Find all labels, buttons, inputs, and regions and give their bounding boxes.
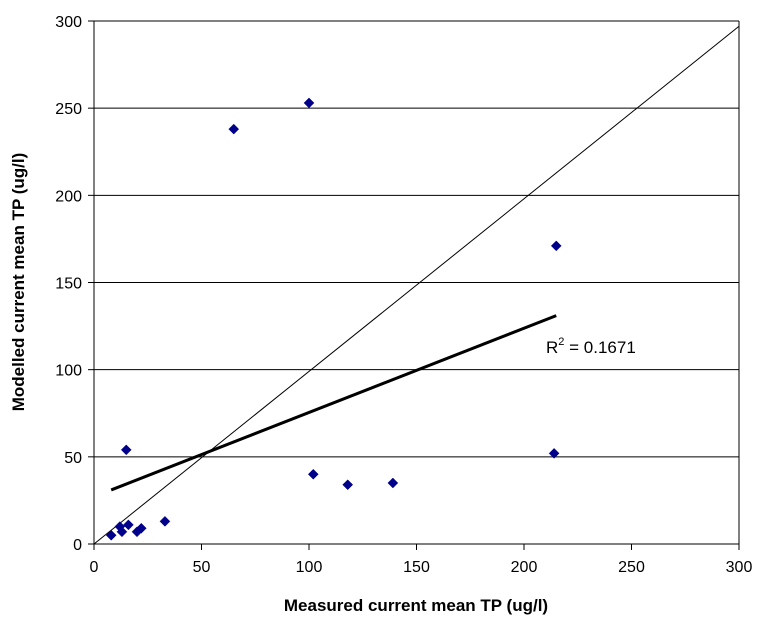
y-tick-label: 50: [64, 450, 82, 467]
x-tick-label: 0: [90, 559, 99, 576]
data-point: [120, 444, 132, 456]
data-points: [105, 97, 562, 541]
r-squared-superscript: 2: [558, 336, 564, 348]
data-point: [550, 240, 562, 252]
data-point: [228, 123, 240, 135]
y-tick-label: 250: [55, 101, 82, 118]
data-point: [123, 519, 134, 531]
data-point: [135, 522, 147, 534]
x-tick-label: 300: [726, 559, 753, 576]
y-tick-label: 150: [55, 276, 82, 293]
r-squared-label: R2 = 0.1671: [546, 336, 636, 357]
y-ticks: 0 50 100 150 200 250 300: [55, 14, 94, 554]
y-axis-title: Modelled current mean TP (ug/l): [9, 153, 28, 412]
y-tick-label: 0: [73, 537, 82, 554]
y-tick-label: 300: [55, 14, 82, 31]
r-squared-value: = 0.1671: [564, 338, 635, 357]
x-tick-label: 250: [618, 559, 645, 576]
data-point: [105, 529, 117, 541]
x-tick-label: 150: [403, 559, 430, 576]
data-point: [116, 526, 128, 538]
x-tick-label: 200: [511, 559, 538, 576]
data-point: [307, 468, 319, 480]
data-point: [548, 447, 560, 459]
one-to-one-line: [93, 25, 740, 545]
y-tick-label: 100: [55, 363, 82, 380]
x-tick-label: 50: [193, 559, 211, 576]
data-point: [159, 515, 171, 527]
trendline: [110, 314, 557, 492]
data-point: [303, 97, 315, 109]
x-ticks: 0 50 100 150 200 250 300: [90, 544, 753, 576]
data-point: [387, 477, 399, 489]
x-axis-title: Measured current mean TP (ug/l): [284, 596, 548, 615]
x-tick-label: 100: [296, 559, 323, 576]
data-point: [342, 479, 354, 491]
y-tick-label: 200: [55, 188, 82, 205]
